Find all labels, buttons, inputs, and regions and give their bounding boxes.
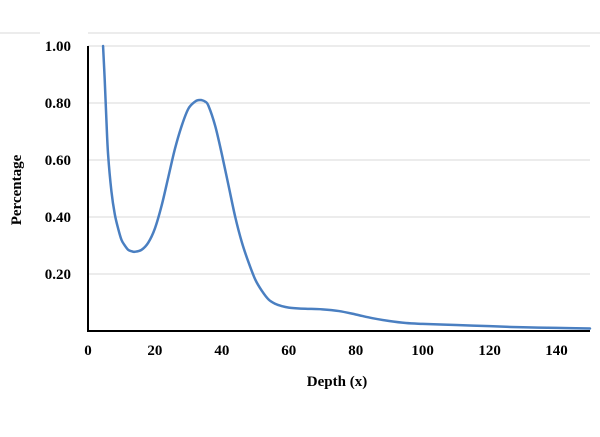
y-tick-label: 0.40 <box>45 210 71 226</box>
x-tick-label: 0 <box>84 343 92 359</box>
y-tick-label: 0.80 <box>45 96 71 112</box>
y-tick-labels: 0.20 0.40 0.60 0.80 1.00 <box>45 39 71 283</box>
x-tick-label: 140 <box>545 343 568 359</box>
x-tick-label: 100 <box>411 343 434 359</box>
y-tick-label: 0.20 <box>45 267 71 283</box>
series-line <box>101 44 592 330</box>
y-axis-label: Percentage <box>9 154 25 225</box>
gridlines <box>88 45 590 275</box>
x-axis-label: Depth (x) <box>307 374 367 390</box>
x-tick-labels: 0 20 40 60 80 100 120 140 <box>84 343 568 359</box>
axes <box>87 46 590 332</box>
x-tick-label: 20 <box>147 343 162 359</box>
x-tick-label: 60 <box>281 343 296 359</box>
y-tick-label: 1.00 <box>45 39 71 55</box>
x-tick-label: 120 <box>478 343 501 359</box>
x-tick-label: 80 <box>348 343 363 359</box>
y-tick-label: 0.60 <box>45 153 71 169</box>
x-tick-label: 40 <box>214 343 229 359</box>
